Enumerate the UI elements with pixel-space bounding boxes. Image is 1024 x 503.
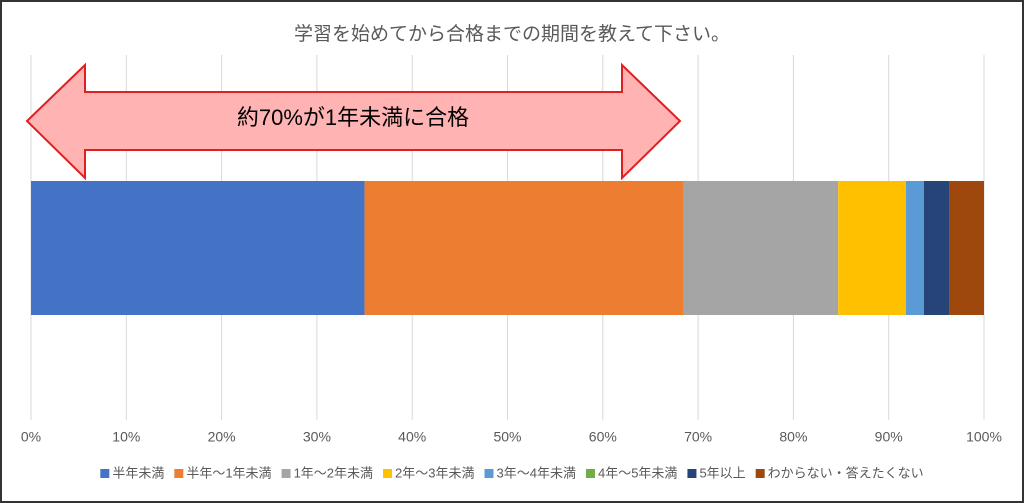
- legend-label: 半年～1年未満: [186, 465, 271, 480]
- legend-item: わからない・答えたくない: [755, 465, 924, 480]
- annotation: 約70%が1年未満に合格: [237, 105, 469, 130]
- bar-segment: [949, 181, 984, 315]
- legend-swatch: [383, 469, 393, 478]
- bar-segment: [838, 181, 906, 315]
- legend-label: 1年～2年未満: [294, 465, 373, 480]
- x-tick-label: 60%: [589, 429, 617, 445]
- legend-item: 半年未満: [100, 465, 164, 480]
- x-tick-label: 10%: [112, 429, 140, 445]
- legend-item: 4年～5年未満: [585, 465, 677, 480]
- legend-label: 2年～3年未満: [395, 465, 474, 480]
- legend-item: 1年～2年未満: [281, 465, 373, 480]
- x-tick-label: 90%: [875, 429, 903, 445]
- legend-swatch: [484, 469, 494, 478]
- legend-swatch: [281, 469, 291, 478]
- chart-title: 学習を始めてから合格までの期間を教えて下さい。: [294, 23, 730, 45]
- legend-item: 3年～4年未満: [484, 465, 576, 480]
- legend-item: 5年以上: [687, 465, 746, 480]
- legend-swatch: [755, 469, 765, 478]
- bar-segment: [683, 181, 839, 315]
- x-tick-label: 30%: [303, 429, 331, 445]
- bar-segment: [923, 181, 950, 315]
- bar-segment: [364, 181, 684, 315]
- legend-item: 2年～3年未満: [383, 465, 475, 480]
- bar-segment: [31, 181, 365, 315]
- legend-label: 半年未満: [112, 465, 164, 480]
- annotation-arrow: [25, 62, 682, 181]
- bar-segment: [905, 181, 924, 315]
- legend-label: 3年～4年未満: [497, 465, 576, 480]
- x-tick-label: 0%: [21, 429, 41, 445]
- x-tick-label: 20%: [208, 429, 236, 445]
- legend-swatch: [687, 469, 697, 478]
- legend-label: わからない・答えたくない: [768, 465, 924, 480]
- legend-swatch: [100, 469, 110, 478]
- legend-swatch: [585, 469, 595, 478]
- x-tick-label: 100%: [966, 429, 1002, 445]
- legend-label: 4年～5年未満: [598, 465, 677, 480]
- x-tick-label: 50%: [493, 429, 521, 445]
- legend-item: 半年～1年未満: [174, 465, 272, 480]
- x-tick-label: 70%: [684, 429, 712, 445]
- x-tick-label: 40%: [398, 429, 426, 445]
- legend-swatch: [174, 469, 184, 478]
- legend-label: 5年以上: [699, 465, 745, 480]
- x-tick-label: 80%: [779, 429, 807, 445]
